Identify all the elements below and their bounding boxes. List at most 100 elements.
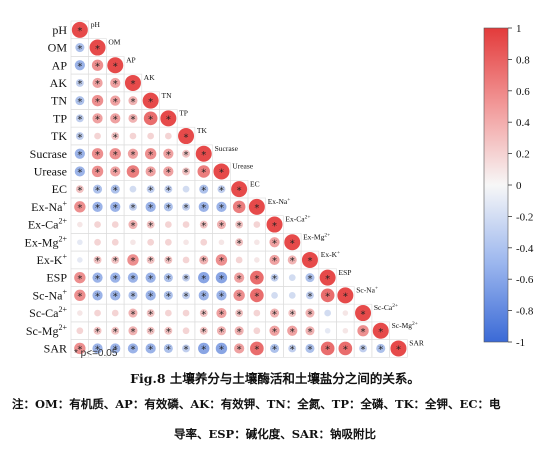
correlation-circle: TP / AK: 0.4 bbox=[128, 113, 138, 123]
significance-star: * bbox=[290, 309, 295, 320]
significance-star: * bbox=[130, 327, 135, 338]
correlation-circle: Sc-Na+ / ESP: 0.8 bbox=[320, 288, 335, 303]
correlation-circle: Sc-Ca2+ / TK: 0.2 bbox=[182, 309, 190, 317]
diagonal-label: OM bbox=[108, 38, 120, 47]
correlation-circle: ESP / Ex-Ca2+: -0.3 bbox=[270, 273, 279, 282]
correlation-circle: Urease / TK: 0.3 bbox=[182, 167, 190, 176]
correlation-circle: Ex-Mg2+ / Ex-Na+: 0.1 bbox=[254, 239, 260, 246]
significance-star: * bbox=[95, 61, 100, 72]
correlation-circle: EC / TN: -0.3 bbox=[146, 185, 155, 194]
correlation-circle: SAR / ESP: 0.8 bbox=[320, 341, 335, 356]
correlation-circle: Sc-Na+ / TP: -0.4 bbox=[163, 290, 173, 300]
significance-star: * bbox=[290, 256, 295, 267]
significance-star: * bbox=[290, 327, 295, 338]
correlation-circle: ESP / Ex-Mg2+: -0.2 bbox=[288, 274, 296, 282]
significance-star: * bbox=[184, 203, 189, 214]
significance-star: * bbox=[307, 274, 312, 285]
correlation-circle: Sc-Mg2+ / AK: 0.4 bbox=[128, 326, 138, 336]
correlation-circle: TP / AP: 0.5 bbox=[110, 113, 121, 124]
significance-star: * bbox=[237, 292, 242, 303]
correlation-circle: Ex-K+ / Ex-K+: 1 bbox=[301, 251, 318, 268]
correlation-circle: Sc-Na+ / TN: -0.5 bbox=[145, 290, 156, 301]
significance-star: * bbox=[307, 345, 312, 356]
correlation-circle: ESP / TP: -0.4 bbox=[163, 273, 173, 283]
correlation-circle: Ex-K+ / AP: 0.3 bbox=[111, 256, 120, 264]
significance-star: * bbox=[396, 345, 401, 356]
significance-star: * bbox=[237, 203, 242, 214]
row-label: ESP bbox=[46, 271, 67, 285]
correlation-circle: Sc-Ca2+ / pH: 0.1 bbox=[77, 310, 83, 316]
correlation-circle: Sc-Na+ / Ex-Ca2+: -0.2 bbox=[271, 291, 278, 299]
significance-star: * bbox=[272, 327, 277, 338]
correlation-circle: Sc-Ca2+ / Sc-Ca2+: 1 bbox=[355, 305, 372, 322]
significance-star: * bbox=[166, 150, 171, 161]
figure-caption: Fig.8 土壤养分与土壤酶活和土壤盐分之间的关系。 bbox=[130, 371, 420, 386]
significance-star: * bbox=[113, 203, 118, 214]
significance-star: * bbox=[184, 274, 189, 285]
correlation-circle: TK / AK: 0.2 bbox=[129, 132, 137, 140]
significance-star: * bbox=[166, 327, 171, 338]
correlation-circle: EC / Sucrase: -0.4 bbox=[199, 184, 209, 194]
significance-star: * bbox=[219, 203, 224, 214]
correlation-circle: OM / OM: 1 bbox=[89, 39, 106, 56]
correlation-circle: ESP / AK: -0.5 bbox=[127, 272, 139, 283]
correlation-circle: Sc-Ca2+ / EC: 0.3 bbox=[235, 309, 244, 317]
correlation-circle: Ex-Mg2+ / Ex-Mg2+: 1 bbox=[284, 234, 301, 251]
row-label: Sucrase bbox=[30, 147, 67, 161]
correlation-circle: SAR / Sc-Na+: 0.8 bbox=[338, 341, 353, 356]
row-label: Ex-K+ bbox=[36, 252, 67, 267]
correlation-circle: SAR / AP: -0.5 bbox=[110, 343, 121, 354]
correlation-circle: Sc-Mg2+ / pH: 0.2 bbox=[76, 327, 84, 335]
significance-star: * bbox=[148, 292, 153, 303]
significance-star: * bbox=[113, 150, 118, 161]
significance-star: * bbox=[130, 97, 135, 108]
correlation-circle: Sucrase / AP: 0.6 bbox=[109, 148, 121, 160]
significance-star: * bbox=[201, 185, 206, 196]
significance-star: * bbox=[130, 168, 135, 179]
significance-star: * bbox=[219, 256, 224, 267]
colorbar-tick-label: 0.2 bbox=[516, 149, 530, 161]
significance-star: * bbox=[130, 115, 135, 126]
correlation-circle: Sc-Mg2+ / Ex-K+: 0.4 bbox=[305, 326, 315, 336]
correlation-circle: Sc-Mg2+ / TK: 0.2 bbox=[182, 327, 190, 335]
significance-star: * bbox=[361, 309, 366, 320]
correlation-circle: Ex-Na+ / AP: -0.5 bbox=[110, 201, 121, 212]
significance-star: * bbox=[95, 256, 100, 267]
correlation-circle: SAR / Ex-K+: -0.4 bbox=[305, 343, 315, 353]
correlation-circle: Ex-K+ / EC: 0.2 bbox=[235, 256, 243, 264]
significance-star: * bbox=[148, 221, 153, 232]
correlation-circle: AK / AP: 0.5 bbox=[110, 77, 121, 89]
significance-star: * bbox=[219, 292, 224, 303]
correlation-circle: EC / AP: -0.4 bbox=[110, 184, 120, 194]
correlation-circle: TK / TN: 0.2 bbox=[147, 132, 155, 140]
correlation-circle: Urease / Urease: 1 bbox=[213, 163, 230, 180]
correlation-circle: AP / OM: 0.6 bbox=[91, 59, 104, 71]
significance-star: * bbox=[290, 345, 295, 356]
row-label: AK bbox=[50, 76, 68, 90]
correlation-circle: Sc-Mg2+ / Sc-Ca2+: 0.6 bbox=[357, 325, 369, 337]
colorbar-scale bbox=[483, 27, 509, 343]
significance-star: * bbox=[166, 345, 171, 356]
significance-star: * bbox=[77, 185, 82, 196]
correlation-circle: SAR / Urease: -0.6 bbox=[215, 342, 228, 355]
correlation-circle: EC / TP: -0.3 bbox=[164, 185, 173, 194]
correlation-circle: TN / pH: -0.4 bbox=[75, 96, 85, 106]
significance-star: * bbox=[130, 292, 135, 303]
significance-star: * bbox=[201, 168, 206, 179]
correlation-circle: SAR / Ex-Mg2+: -0.3 bbox=[288, 344, 297, 353]
significance-star: * bbox=[148, 274, 153, 285]
correlation-circle: AP / pH: -0.5 bbox=[74, 60, 85, 71]
diagonal-label: Ex-K+ bbox=[321, 250, 340, 259]
correlation-circle: TP / TN: 0.8 bbox=[143, 111, 158, 126]
correlation-circle: TP / OM: 0.5 bbox=[92, 113, 103, 124]
correlation-circle: AK / pH: -0.3 bbox=[75, 79, 84, 87]
significance-star: * bbox=[130, 221, 135, 232]
colorbar-tick-label: 0.8 bbox=[516, 54, 530, 66]
significance-star: * bbox=[148, 115, 153, 126]
significance-star: * bbox=[77, 168, 82, 179]
significance-star: * bbox=[201, 256, 206, 267]
correlation-circle: Sc-Ca2+ / ESP: -0.2 bbox=[324, 309, 332, 317]
row-label: OM bbox=[48, 41, 68, 55]
correlation-circle: Sc-Mg2+ / ESP: -0.1 bbox=[324, 327, 331, 334]
row-label: EC bbox=[52, 182, 67, 196]
